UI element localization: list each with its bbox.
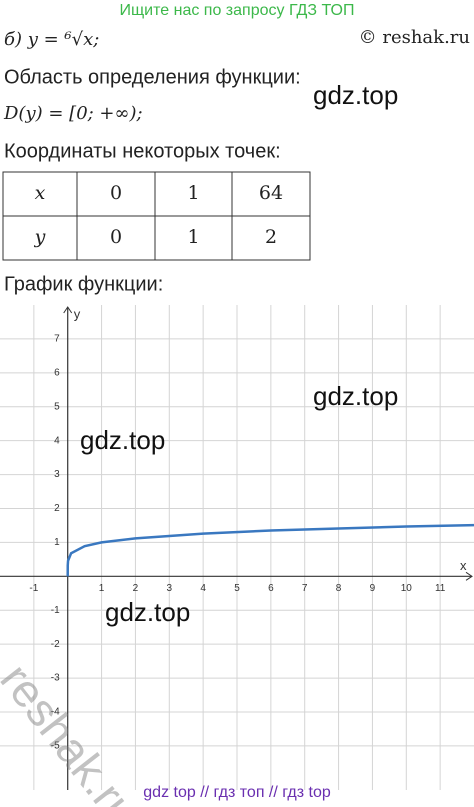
cell-text: y <box>34 226 46 248</box>
watermark: gdz.top <box>80 425 165 455</box>
table: x 0 1 64 y 0 1 2 <box>2 171 311 261</box>
x-axis-arrow <box>465 571 473 581</box>
cell-text: 0 <box>110 182 122 204</box>
x-tick-label: 10 <box>401 583 413 594</box>
y-tick-label: 6 <box>54 367 60 378</box>
cell-text: 1 <box>187 182 199 204</box>
x-tick-label: 4 <box>200 583 206 594</box>
y-tick-label: -5 <box>51 741 60 752</box>
x-tick-label: 1 <box>99 583 105 594</box>
y-tick-label: -3 <box>51 673 60 684</box>
x-tick-label: 5 <box>234 583 240 594</box>
table-cell <box>231 215 311 261</box>
cell-text: x <box>35 182 46 204</box>
graph: -1 1 2 3 4 5 6 7 8 9 10 11 -5 -4 -3 -2 -1 1 2 3 4 5 6 7 x y <box>0 305 474 790</box>
curve <box>66 523 474 577</box>
y-tick-label: -2 <box>51 639 60 650</box>
x-tick-label: 6 <box>268 583 274 594</box>
x-tick-label: 9 <box>370 583 376 594</box>
domain-heading: Область определения функции: <box>4 66 301 88</box>
x-tick-label: -1 <box>29 583 38 594</box>
cell-text: 64 <box>259 182 283 204</box>
y-tick-label: 3 <box>54 469 60 480</box>
y-tick-label: -1 <box>51 605 60 616</box>
cell-text: 0 <box>110 226 122 248</box>
banner: Ищите нас по запросу ГДЗ ТОП <box>120 2 355 19</box>
domain: D(y) = [0; +∞); <box>3 103 143 124</box>
graph-heading: График функции: <box>4 273 163 295</box>
y-axis-arrow <box>63 306 73 314</box>
y-tick-label: 4 <box>54 435 60 446</box>
watermark: gdz.top <box>313 80 398 110</box>
y-tick-label: 7 <box>54 334 60 345</box>
x-axis-label: x <box>460 558 467 573</box>
copyright: © reshak.ru <box>359 27 470 48</box>
x-tick-label: 8 <box>336 583 342 594</box>
formula: б) y = ⁶√x; <box>4 29 99 50</box>
y-axis-label: y <box>74 306 81 321</box>
watermark: gdz.top <box>105 597 190 627</box>
y-tick-label: 2 <box>54 503 60 514</box>
y-tick-label: 1 <box>54 537 60 548</box>
y-tick-label: -4 <box>51 707 60 718</box>
points-heading: Координаты некоторых точек: <box>4 140 281 162</box>
watermark: reshak.ru <box>0 654 150 807</box>
cell-text: 2 <box>265 226 277 248</box>
footer: gdz top // гдз топ // гдз top <box>143 784 331 801</box>
x-tick-label: 3 <box>167 583 173 594</box>
x-tick-label: 7 <box>302 583 308 594</box>
x-tick-label: 2 <box>133 583 139 594</box>
cell-text: 1 <box>187 226 199 248</box>
watermark: gdz.top <box>313 381 398 411</box>
x-tick-label: 11 <box>435 583 446 594</box>
y-tick-label: 5 <box>54 401 60 412</box>
